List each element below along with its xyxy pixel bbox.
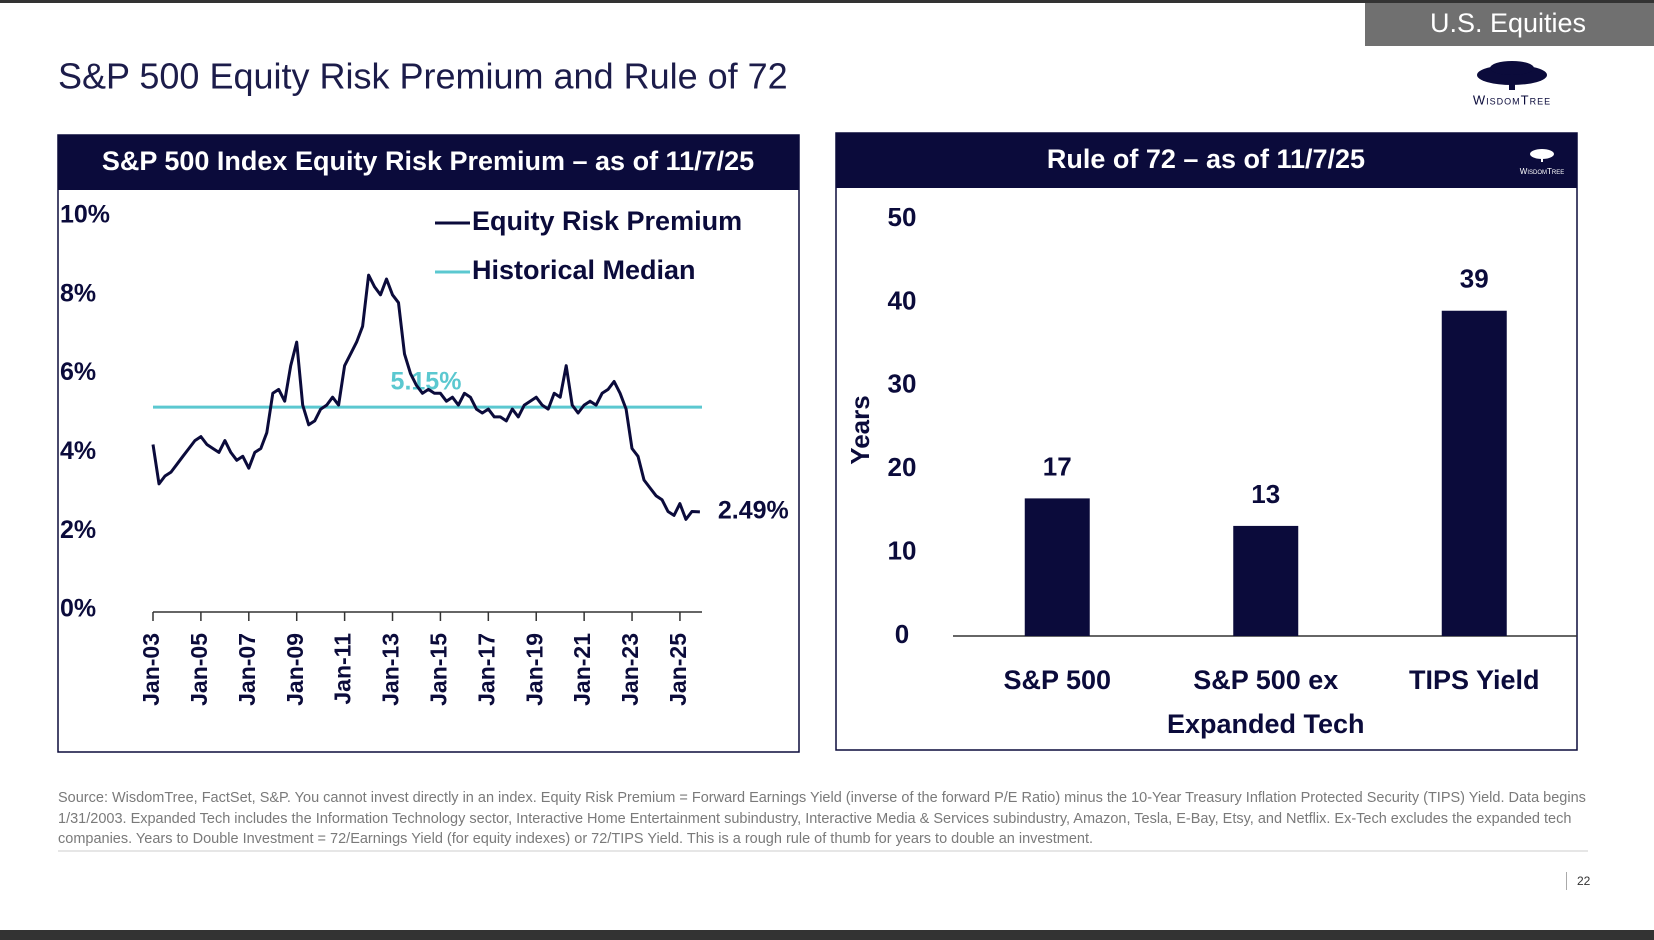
top-border [0, 0, 1654, 3]
x-tick-label: Jan-19 [521, 633, 547, 706]
y-tick-label: 6% [60, 358, 96, 386]
legend-label: Historical Median [472, 255, 696, 285]
y-tick-label: 50 [888, 202, 917, 232]
chart-title: S&P 500 Index Equity Risk Premium – as o… [102, 146, 754, 176]
x-tick-label: Jan-11 [330, 633, 356, 705]
x-tick-label: Jan-07 [234, 633, 260, 706]
x-tick-label: Jan-13 [378, 633, 404, 706]
panel-header [836, 133, 1577, 188]
x-tick-label: S&P 500 [1003, 665, 1112, 695]
value-label: 39 [1460, 264, 1489, 294]
y-tick-label: 30 [888, 369, 917, 399]
y-tick-label: 8% [60, 279, 96, 307]
x-tick-label-box: S&P 500 ex Expanded Tech [1166, 665, 1365, 739]
value-label: 13 [1251, 479, 1280, 509]
y-tick-label: 40 [888, 285, 917, 315]
y-tick-label: 2% [60, 516, 96, 544]
x-tick-label: Jan-03 [138, 633, 164, 706]
end-label: 2.49% [718, 497, 789, 525]
bar [1441, 310, 1507, 636]
logo-text: WisdomTree [1520, 167, 1564, 176]
bottom-border [0, 930, 1654, 940]
page-number: 22 [1566, 872, 1590, 890]
logo-tree [1477, 61, 1547, 90]
y-axis-label: Years [845, 395, 875, 464]
x-tick-label-box: S&P 500 [1003, 665, 1112, 695]
chart-title: Rule of 72 – as of 11/7/25 [1047, 144, 1365, 174]
x-tick-label: TIPS Yield [1408, 665, 1540, 695]
y-tick-label: 20 [888, 452, 917, 482]
y-tick-label: 10 [888, 535, 917, 565]
section-box [1365, 3, 1654, 46]
logo-tree-small [1530, 149, 1554, 162]
value-label: 17 [1043, 451, 1072, 481]
x-tick-label: Jan-05 [186, 633, 212, 706]
bar [1024, 498, 1090, 636]
x-tick-label: Jan-17 [473, 633, 499, 706]
section-label: U.S. Equities [1430, 8, 1586, 38]
x-tick-label: Jan-09 [282, 633, 308, 706]
x-tick-label: S&P 500 ex Expanded Tech [1166, 665, 1365, 739]
y-tick-label: 0 [895, 619, 909, 649]
y-tick-label: 10% [60, 201, 110, 229]
panel-header [58, 135, 799, 190]
source-note: Source: WisdomTree, FactSet, S&P. You ca… [58, 790, 1586, 847]
x-tick-label: Jan-23 [617, 633, 643, 706]
legend-label: Equity Risk Premium [472, 206, 742, 236]
slide-title: S&P 500 Equity Risk Premium and Rule of … [58, 56, 788, 97]
y-tick-label: 4% [60, 437, 96, 465]
bar [1233, 525, 1299, 636]
x-tick-label: Jan-15 [426, 633, 452, 706]
x-tick-label: Jan-25 [665, 633, 691, 706]
x-tick-label-box: TIPS Yield [1408, 665, 1540, 695]
line-series [151, 273, 700, 521]
x-tick-label: Jan-21 [569, 633, 595, 706]
y-tick-label: 0% [60, 595, 96, 623]
logo-text: WisdomTree [1473, 92, 1551, 107]
